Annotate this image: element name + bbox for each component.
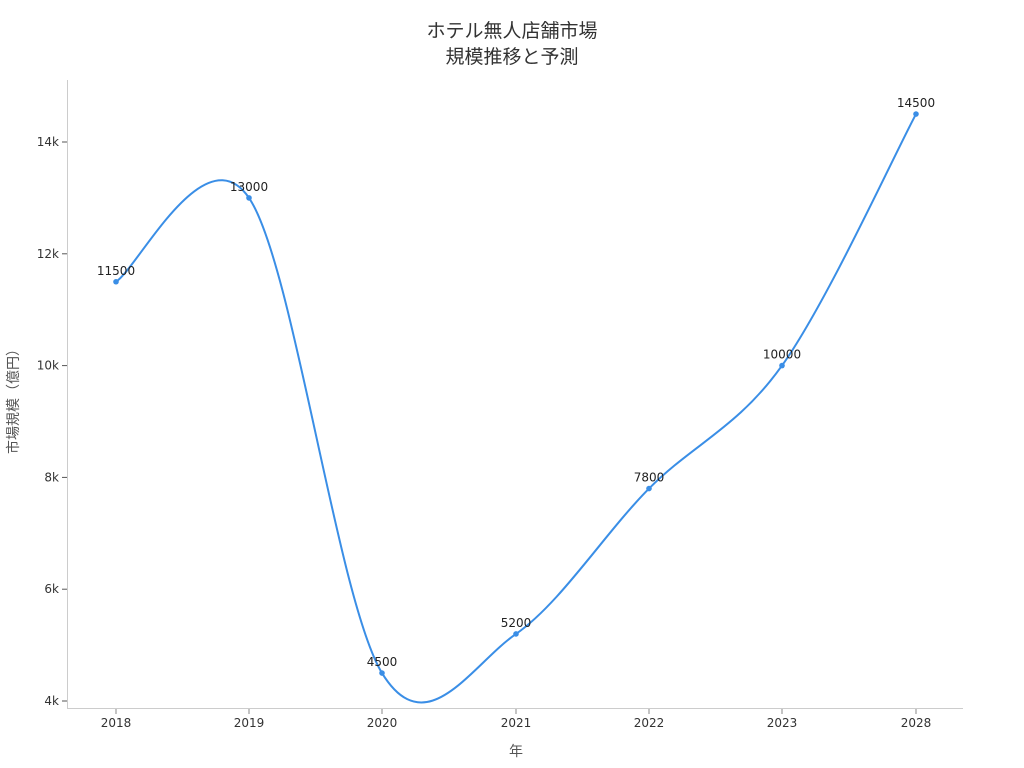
- x-tick-label: 2021: [501, 716, 532, 730]
- data-label: 14500: [897, 96, 935, 110]
- chart-title-line1: ホテル無人店舗市場: [426, 20, 598, 42]
- y-tick-label: 12k: [37, 247, 59, 261]
- data-points: [113, 111, 919, 676]
- y-tick-label: 8k: [44, 470, 59, 484]
- data-label: 7800: [634, 471, 665, 485]
- data-point: [246, 195, 252, 201]
- x-tick-label: 2018: [101, 716, 132, 730]
- x-tick-label: 2020: [367, 716, 398, 730]
- data-point: [779, 362, 785, 369]
- y-axis-title: 市場規模（億円）: [5, 342, 22, 454]
- series-line: [115, 113, 917, 704]
- x-axis: 2018 2019 2020 2021 2022 2023 2028: [67, 708, 963, 730]
- chart-title-line2: 規模推移と予測: [445, 46, 579, 68]
- data-point: [646, 485, 652, 492]
- chart-title: ホテル無人店舗市場 規模推移と予測: [0, 18, 1024, 70]
- data-point: [379, 670, 385, 676]
- data-point: [913, 111, 919, 117]
- x-tick-label: 2019: [234, 716, 265, 730]
- y-tick-label: 14k: [37, 135, 59, 149]
- data-label: 10000: [763, 348, 801, 362]
- y-tick-label: 4k: [44, 694, 59, 708]
- data-label: 13000: [230, 180, 268, 194]
- x-tick-label: 2028: [901, 716, 932, 730]
- y-tick-label: 6k: [44, 582, 59, 596]
- data-label: 11500: [97, 264, 135, 278]
- data-point: [113, 278, 119, 285]
- x-tick-label: 2022: [634, 716, 665, 730]
- y-axis: 4k 6k 8k 10k 12k 14k: [37, 80, 68, 708]
- data-labels: 11500 13000 4500 5200 7800 10000 14500: [97, 96, 935, 669]
- x-axis-title: 年: [509, 744, 523, 760]
- x-tick-label: 2023: [767, 716, 798, 730]
- y-tick-label: 10k: [37, 359, 59, 373]
- data-label: 5200: [501, 616, 532, 630]
- data-point: [513, 631, 519, 637]
- data-label: 4500: [367, 655, 398, 669]
